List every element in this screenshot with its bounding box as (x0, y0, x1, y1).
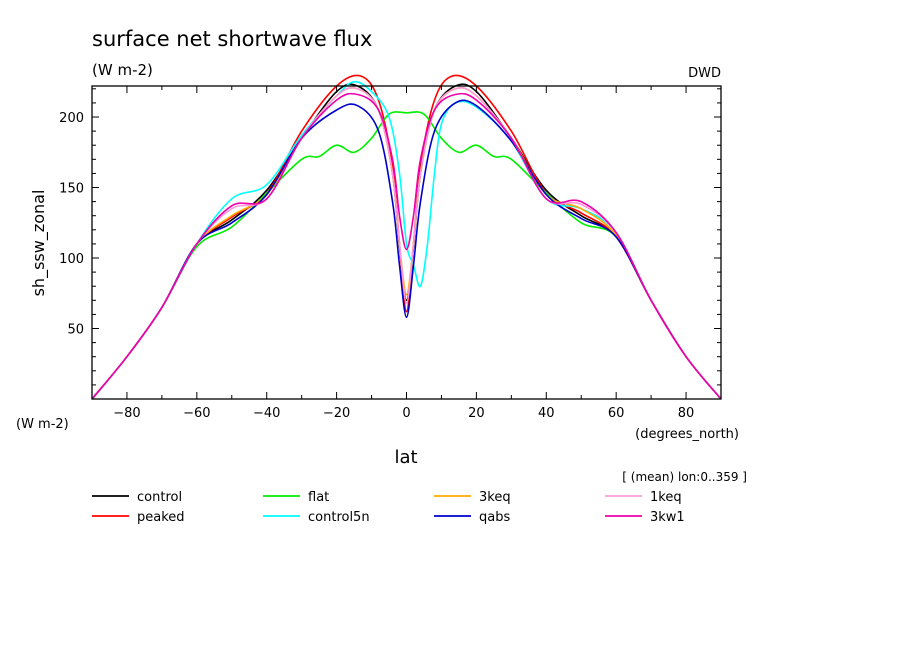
legend-label-3kw1: 3kw1 (650, 510, 685, 525)
x-axis-units: (degrees_north) (635, 427, 739, 442)
x-tick-label: 40 (538, 406, 555, 421)
axis-ticks: −80 −60 −40 −20 0 20 40 60 80 50 100 150 200 (59, 86, 722, 421)
x-tick-label: −80 (113, 406, 140, 421)
x-axis-label: lat (394, 447, 417, 468)
series-line-peaked (91, 74, 722, 400)
series-line-qabs (91, 99, 722, 400)
y-axis-label: sh_ssw_zonal (29, 190, 49, 297)
plot-frame (91, 85, 722, 400)
x-tick-label: 20 (468, 406, 485, 421)
y-axis-units: (W m-2) (16, 417, 69, 432)
series-line-flat (91, 111, 722, 400)
chart-source: DWD (688, 66, 721, 81)
y-tick-label: 100 (59, 252, 84, 267)
chart-units: (W m-2) (92, 61, 153, 79)
legend-label-flat: flat (308, 490, 329, 505)
y-tick-label: 200 (59, 111, 84, 126)
y-tick-label: 50 (67, 323, 84, 338)
x-tick-label: −40 (253, 406, 280, 421)
legend-label-peaked: peaked (137, 510, 185, 525)
series-line-1keq (91, 86, 722, 400)
series-line-3keq (91, 86, 722, 400)
x-tick-label: 80 (678, 406, 695, 421)
x-tick-label: −60 (183, 406, 210, 421)
mean-note: [ (mean) lon:0..359 ] (622, 470, 747, 484)
legend-label-control5n: control5n (308, 510, 370, 525)
series-line-3kw1 (91, 92, 722, 400)
plot-series (91, 74, 722, 400)
y-tick-label: 150 (59, 182, 84, 197)
legend-label-control: control (137, 490, 182, 505)
x-tick-label: −20 (323, 406, 350, 421)
legend: control peaked flat control5n 3keq qabs 1keq 3k… (92, 490, 685, 525)
legend-label-3keq: 3keq (479, 490, 511, 505)
x-tick-label: 0 (402, 406, 410, 421)
x-tick-label: 60 (608, 406, 625, 421)
chart-title: surface net shortwave flux (92, 27, 372, 51)
series-line-control (91, 83, 722, 400)
legend-label-qabs: qabs (479, 510, 510, 525)
legend-label-1keq: 1keq (650, 490, 682, 505)
